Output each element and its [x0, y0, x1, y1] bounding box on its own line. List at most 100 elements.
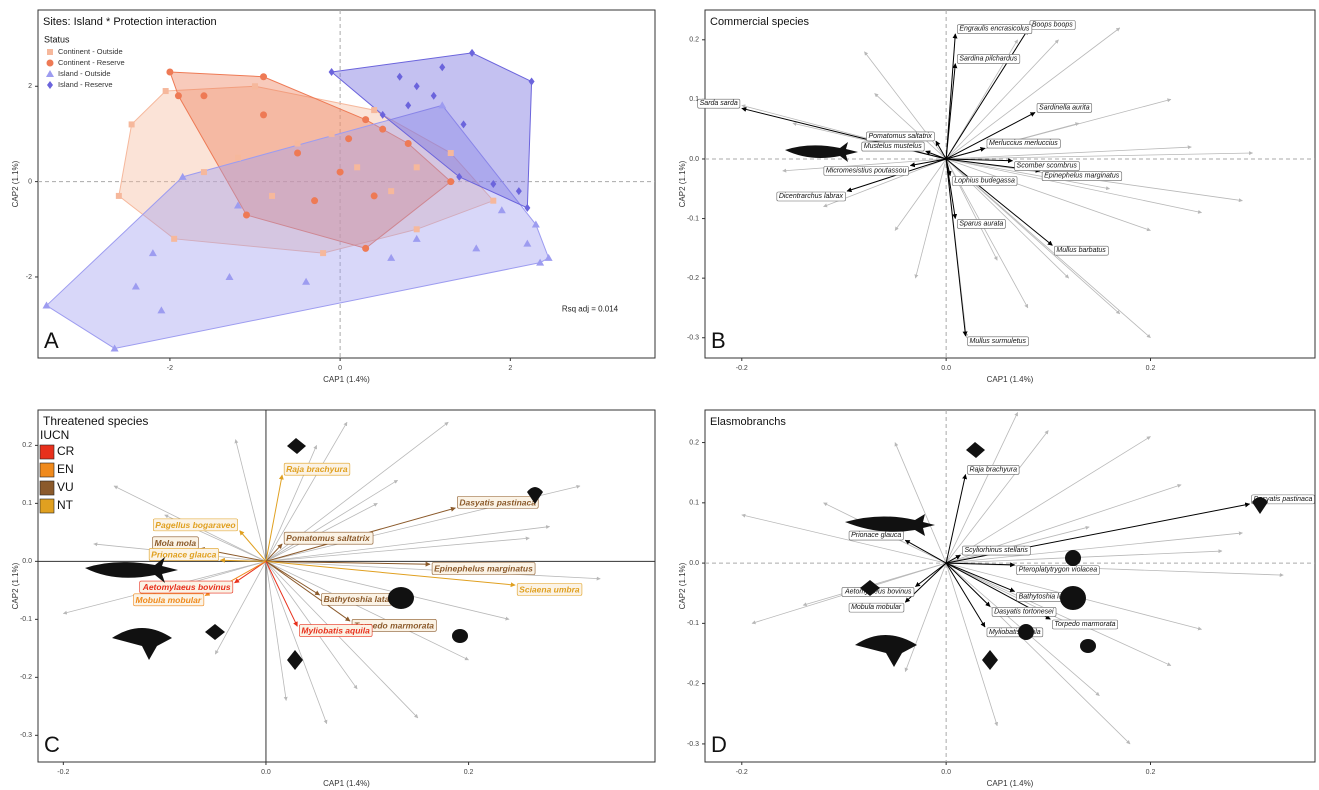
y-tick-label: 0.0 — [689, 156, 699, 163]
vector-label-text: Aetomylaeus bovinus — [142, 582, 231, 592]
legend-label: Continent - Outside — [58, 47, 123, 56]
vector-label-text: Lophius budegassa — [954, 178, 1015, 185]
x-axis-label: CAP1 (1.4%) — [987, 779, 1034, 788]
legend-label: Continent - Reserve — [58, 58, 125, 67]
legend-label: Island - Reserve — [58, 80, 113, 89]
silhouette — [1080, 639, 1096, 653]
point — [163, 88, 169, 94]
panel-label: C — [44, 732, 60, 757]
legend-swatch — [40, 463, 54, 477]
y-axis-label: CAP2 (1.1%) — [678, 160, 687, 207]
y-tick-label: 0.0 — [22, 558, 32, 565]
x-tick-label: -0.2 — [736, 769, 748, 776]
point — [354, 164, 360, 170]
point — [166, 68, 173, 75]
vector-label-text: Sciaena umbra — [519, 584, 580, 594]
silhouette — [452, 629, 468, 643]
point — [295, 140, 301, 146]
point — [320, 250, 326, 256]
silhouette — [1065, 550, 1081, 566]
vector-label: Pteroplatytrygon violacea — [1017, 566, 1100, 575]
x-axis-label: CAP1 (1.4%) — [987, 375, 1034, 384]
panel-title: Commercial species — [710, 16, 810, 28]
vector-label: Dasyatis pastinaca — [457, 496, 538, 508]
vector-label: Lophius budegassa — [952, 177, 1017, 186]
legend-swatch — [40, 481, 54, 495]
point — [260, 73, 267, 80]
point — [171, 236, 177, 242]
point — [388, 188, 394, 194]
y-tick-label: 0.2 — [689, 439, 699, 446]
vector-label: Mullus surmuletus — [968, 337, 1029, 346]
vector-label: Raja brachyura — [284, 463, 350, 475]
y-tick-label: 0.1 — [22, 500, 32, 507]
x-tick-label: 0.0 — [941, 769, 951, 776]
legend-swatch — [40, 445, 54, 459]
point — [243, 211, 250, 218]
vector-label: Micromesistius poutassou — [824, 166, 909, 175]
vector-label-text: Mobula mobular — [851, 604, 902, 611]
x-tick-label: -2 — [167, 365, 173, 372]
y-tick-label: -0.3 — [687, 335, 699, 342]
vector-label-text: Raja brachyura — [970, 466, 1018, 473]
vector-label: Pomatomus saltatrix — [284, 532, 373, 544]
vector-label-text: Prionace glauca — [151, 549, 216, 559]
vector-label: Engraulis encrasicolus — [957, 25, 1032, 34]
vector-label: Sarda sarda — [698, 99, 740, 108]
panel-label: B — [711, 328, 726, 353]
point — [490, 198, 496, 204]
vector-label: Myliobatis aquila — [299, 625, 372, 637]
y-tick-label: -0.1 — [20, 616, 32, 623]
legend-title: Status — [44, 34, 70, 44]
x-tick-label: 0.2 — [464, 769, 474, 776]
x-axis-label: CAP1 (1.4%) — [323, 375, 370, 384]
vector-label: Aetomylaeus bovinus — [140, 581, 233, 593]
y-tick-label: 0.1 — [689, 500, 699, 507]
vector-label: Dasyatis tortonesei — [992, 607, 1056, 616]
point — [447, 178, 454, 185]
vector-label-text: Dicentrarchus labrax — [779, 193, 844, 200]
point — [362, 245, 369, 252]
y-tick-label: 0.2 — [689, 37, 699, 44]
y-axis-label: CAP2 (1.1%) — [678, 562, 687, 609]
point — [235, 155, 241, 161]
legend-swatch — [40, 499, 54, 513]
y-tick-label: -0.1 — [687, 215, 699, 222]
vector-label: Scyliorhinus stellaris — [962, 546, 1030, 555]
vector-label: Prionace glauca — [849, 531, 903, 540]
vector-label-text: Engraulis encrasicolus — [959, 26, 1030, 33]
y-tick-label: -0.3 — [20, 732, 32, 739]
y-tick-label: 0.2 — [22, 442, 32, 449]
x-tick-label: 0.2 — [1146, 769, 1156, 776]
vector-label: Epinephelus marginatus — [1042, 172, 1122, 181]
vector-label-text: Myliobatis aquila — [301, 626, 370, 636]
vector-label: Merluccius merluccius — [987, 139, 1060, 148]
annotation: Rsq adj = 0.014 — [562, 304, 619, 313]
y-tick-label: 0.0 — [689, 560, 699, 567]
vector-label-text: Pteroplatytrygon violacea — [1019, 567, 1098, 574]
point — [311, 197, 318, 204]
vector-label: Myliobatis aquila — [987, 628, 1043, 637]
x-tick-label: -0.2 — [736, 365, 748, 372]
vector-label-text: Prionace glauca — [851, 532, 901, 539]
y-tick-label: 2 — [28, 83, 32, 90]
vector-label: Epinephelus marginatus — [432, 563, 535, 575]
vector-label: Scomber scombrus — [1015, 162, 1080, 171]
vector-label-text: Sarda sarda — [700, 100, 738, 107]
panel-title: Elasmobranchs — [710, 416, 786, 428]
x-tick-label: 0.2 — [1146, 365, 1156, 372]
vector-label: Mola mola — [153, 537, 199, 549]
vector-label: Mobula mobular — [134, 594, 204, 606]
point — [414, 164, 420, 170]
vector-label-text: Torpedo marmorata — [1054, 621, 1115, 628]
vector-label-text: Micromesistius poutassou — [826, 167, 907, 174]
y-tick-label: -0.2 — [687, 680, 699, 687]
vector-label-text: Mobula mobular — [136, 595, 202, 605]
figure: -202-202CAP1 (1.4%)CAP2 (1.1%)Sites: Isl… — [0, 0, 1319, 790]
point — [201, 169, 207, 175]
point — [252, 83, 258, 89]
point — [260, 111, 267, 118]
vector-label-text: Boops boops — [1032, 22, 1073, 29]
vector-label-text: Raja brachyura — [286, 464, 348, 474]
vector-label-text: Merluccius merluccius — [989, 140, 1058, 147]
